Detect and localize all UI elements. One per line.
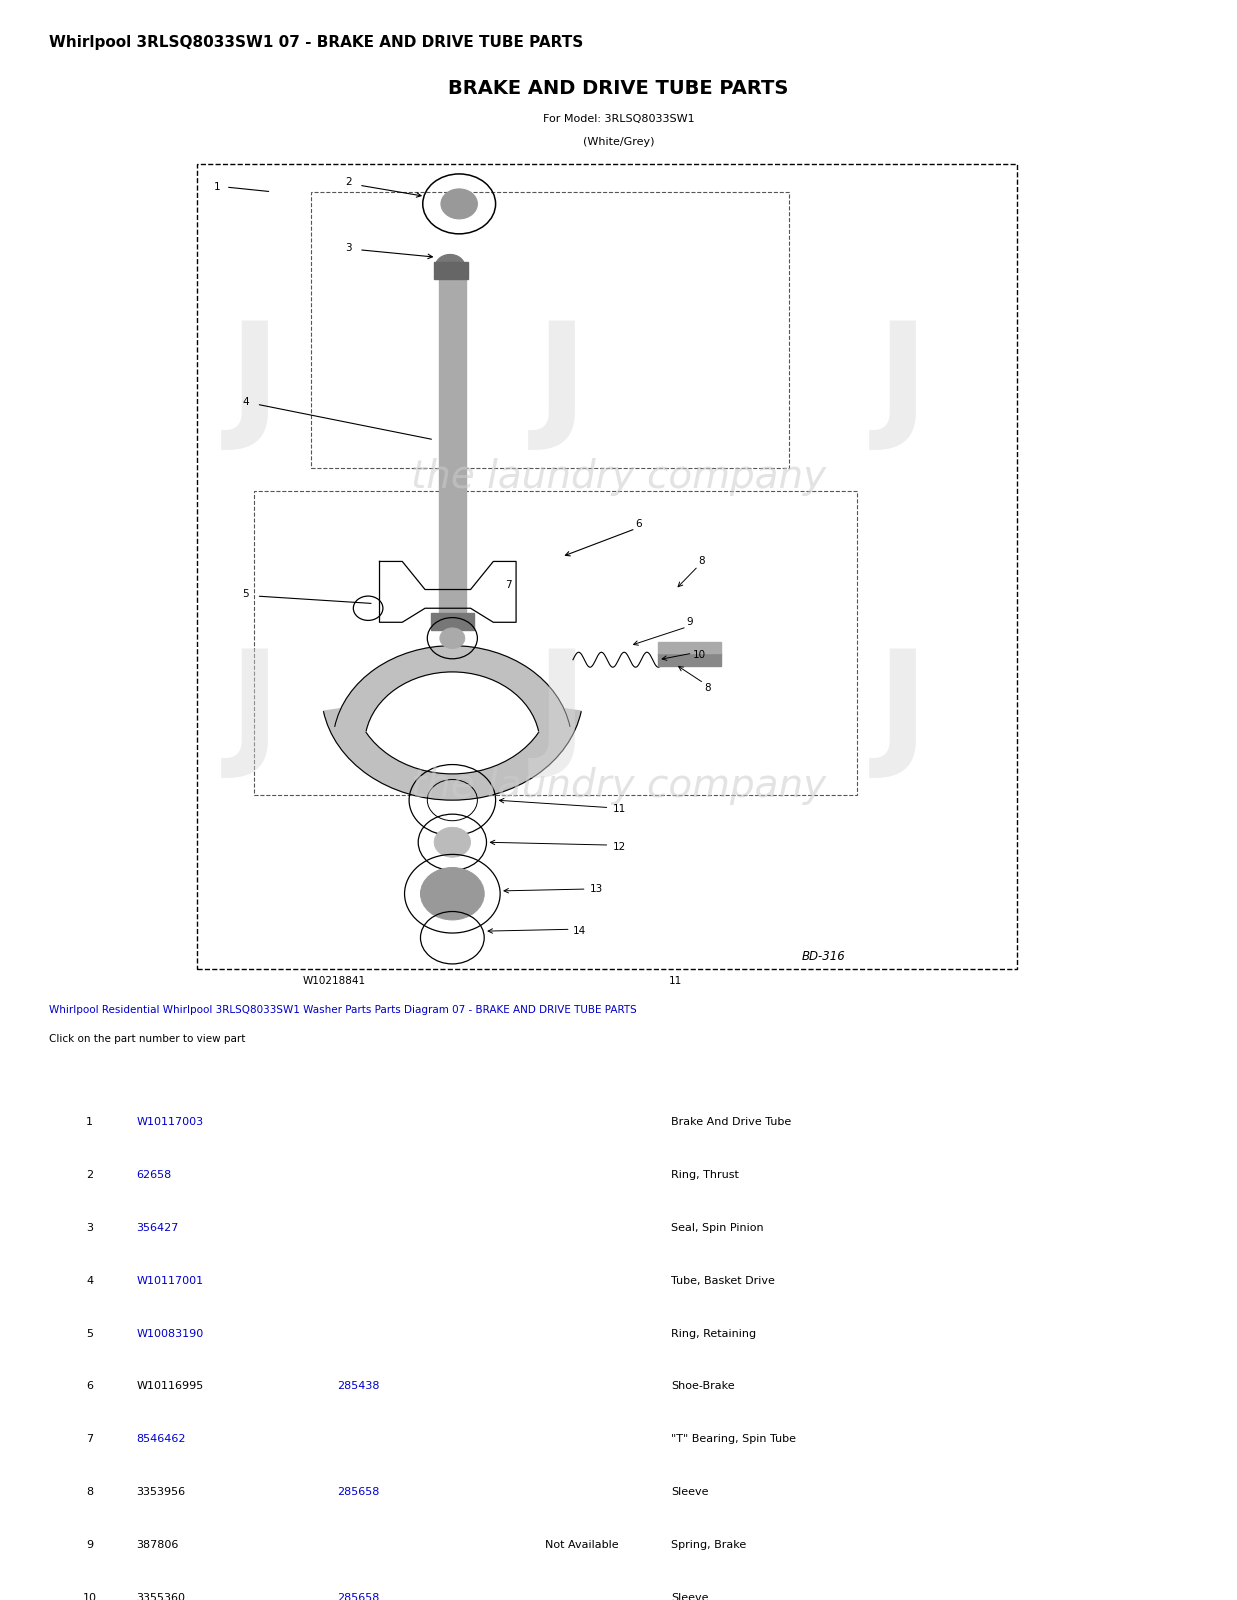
Bar — [439, 275, 466, 627]
Text: Seal, Spin Pinion: Seal, Spin Pinion — [670, 1222, 763, 1234]
Text: Part Description: Part Description — [878, 1064, 980, 1075]
Bar — [430, 613, 474, 630]
Text: 387806: 387806 — [136, 1539, 178, 1550]
Text: 11: 11 — [669, 976, 682, 986]
Text: 356427: 356427 — [136, 1222, 178, 1234]
Text: Spring, Brake: Spring, Brake — [670, 1539, 746, 1550]
Text: 2: 2 — [87, 1170, 93, 1181]
Text: 2: 2 — [345, 178, 353, 187]
Text: Item: Item — [75, 1064, 104, 1075]
Text: Whirlpool Residential Whirlpool 3RLSQ8033SW1 Washer Parts Parts Diagram 07 - BRA: Whirlpool Residential Whirlpool 3RLSQ803… — [49, 1005, 637, 1014]
Text: 10: 10 — [693, 650, 705, 661]
Wedge shape — [323, 707, 581, 800]
Text: 9: 9 — [687, 618, 694, 627]
Text: J: J — [877, 643, 929, 779]
Text: J: J — [229, 643, 281, 779]
Text: 5: 5 — [242, 589, 249, 600]
Text: 13: 13 — [590, 885, 604, 894]
Circle shape — [440, 627, 465, 648]
Text: Whirlpool 3RLSQ8033SW1 07 - BRAKE AND DRIVE TUBE PARTS: Whirlpool 3RLSQ8033SW1 07 - BRAKE AND DR… — [49, 35, 584, 50]
Text: Click on the part number to view part: Click on the part number to view part — [49, 1034, 246, 1043]
Text: 285658: 285658 — [338, 1486, 380, 1498]
Text: the laundry company: the laundry company — [411, 458, 826, 496]
Text: W10117001: W10117001 — [136, 1275, 203, 1286]
Bar — [658, 653, 721, 666]
Circle shape — [434, 827, 470, 858]
Text: 285438: 285438 — [338, 1381, 380, 1392]
Text: 3: 3 — [87, 1222, 93, 1234]
Circle shape — [435, 254, 465, 278]
Text: J: J — [229, 317, 281, 451]
Text: 3355360: 3355360 — [136, 1592, 186, 1600]
FancyBboxPatch shape — [198, 163, 1017, 968]
Text: W10117003: W10117003 — [136, 1117, 203, 1128]
Text: 3353956: 3353956 — [136, 1486, 186, 1498]
Circle shape — [440, 189, 477, 219]
Text: 8: 8 — [698, 557, 705, 566]
Bar — [658, 642, 721, 653]
Text: Status: Status — [562, 1064, 601, 1075]
Text: the la​undry company: the la​undry company — [411, 766, 826, 805]
Text: (White/Grey): (White/Grey) — [583, 138, 654, 147]
Text: 62658: 62658 — [136, 1170, 172, 1181]
Text: 9: 9 — [87, 1539, 93, 1550]
Text: 14: 14 — [573, 926, 586, 936]
Text: W10116995: W10116995 — [136, 1381, 203, 1392]
Text: W10083190: W10083190 — [136, 1328, 203, 1339]
Text: 5: 5 — [87, 1328, 93, 1339]
Text: Tube, Basket Drive: Tube, Basket Drive — [670, 1275, 774, 1286]
Text: 3: 3 — [345, 243, 353, 253]
Text: 8: 8 — [87, 1486, 93, 1498]
Text: BRAKE AND DRIVE TUBE PARTS: BRAKE AND DRIVE TUBE PARTS — [448, 80, 789, 98]
Text: 6: 6 — [87, 1381, 93, 1392]
Text: 1: 1 — [214, 182, 220, 192]
Text: For Model: 3RLSQ8033SW1: For Model: 3RLSQ8033SW1 — [543, 114, 694, 125]
Text: Original Part Number: Original Part Number — [165, 1064, 297, 1075]
Text: Brake And Drive Tube: Brake And Drive Tube — [670, 1117, 792, 1128]
Text: Sleeve: Sleeve — [670, 1592, 709, 1600]
Bar — [434, 262, 469, 278]
Text: J: J — [536, 317, 588, 451]
Text: Sleeve: Sleeve — [670, 1486, 709, 1498]
Text: 6: 6 — [636, 518, 642, 530]
Text: Not Available: Not Available — [544, 1539, 618, 1550]
Text: 12: 12 — [612, 842, 626, 851]
Circle shape — [421, 867, 484, 920]
Text: Ring, Retaining: Ring, Retaining — [670, 1328, 756, 1339]
Text: 4: 4 — [87, 1275, 93, 1286]
Text: 8546462: 8546462 — [136, 1434, 186, 1445]
Text: Replaced By: Replaced By — [376, 1064, 453, 1075]
Text: J: J — [536, 643, 588, 779]
Text: "T" Bearing, Spin Tube: "T" Bearing, Spin Tube — [670, 1434, 795, 1445]
Text: 7: 7 — [505, 579, 511, 590]
Text: 7: 7 — [87, 1434, 93, 1445]
Text: 4: 4 — [242, 397, 249, 408]
Text: 11: 11 — [612, 805, 626, 814]
Text: 10: 10 — [83, 1592, 96, 1600]
Text: 285658: 285658 — [338, 1592, 380, 1600]
Wedge shape — [335, 646, 570, 731]
Text: Ring, Thrust: Ring, Thrust — [670, 1170, 738, 1181]
Text: Shoe-Brake: Shoe-Brake — [670, 1381, 735, 1392]
Text: 1: 1 — [87, 1117, 93, 1128]
Text: W10218841: W10218841 — [302, 976, 366, 986]
Text: BD-316: BD-316 — [802, 950, 845, 963]
Text: J: J — [877, 317, 929, 451]
Text: 8: 8 — [704, 683, 710, 693]
